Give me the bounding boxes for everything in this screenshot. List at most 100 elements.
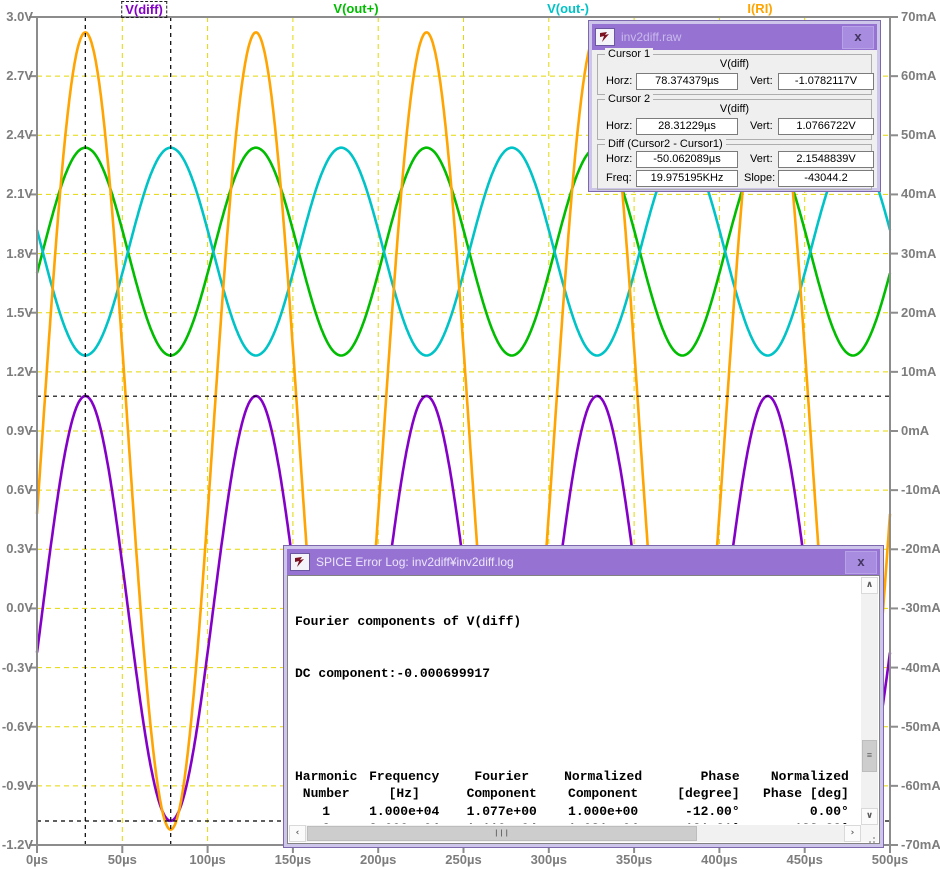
x-axis-tick-label: 50µs xyxy=(86,852,158,867)
cursor-window-body: Cursor 1 V(diff) Horz: 78.374379µs Vert:… xyxy=(592,50,877,188)
y-right-tick-label: 40mA xyxy=(901,186,940,201)
cursor2-vert-label: Vert: xyxy=(750,118,773,135)
cursor-window: inv2diff.raw x Cursor 1 V(diff) Horz: 78… xyxy=(588,20,881,192)
scroll-right-arrow-icon[interactable]: › xyxy=(844,825,861,842)
scroll-left-arrow-icon[interactable]: ‹ xyxy=(289,825,306,842)
fourier-cell: 2 xyxy=(295,820,357,824)
log-window-titlebar[interactable]: SPICE Error Log: inv2diff¥inv2diff.log x xyxy=(287,549,880,575)
fourier-cell: Number xyxy=(295,785,357,802)
diff-horz-label: Horz: xyxy=(606,151,632,168)
fourier-header-row: HarmonicFrequencyFourierNormalizedPhaseN… xyxy=(295,768,860,785)
y-right-tick-label: 0mA xyxy=(901,423,940,438)
diff-horz-value[interactable]: -50.062089µs xyxy=(636,151,738,168)
y-right-tick-label: 70mA xyxy=(901,9,940,24)
fourier-cell: 121.31° xyxy=(654,820,748,824)
y-right-tick-label: -10mA xyxy=(901,482,940,497)
cursor2-horz-label: Horz: xyxy=(606,118,632,135)
fourier-cell: Normalized xyxy=(747,768,856,785)
resize-grip[interactable] xyxy=(861,825,878,842)
y-right-tick-label: 50mA xyxy=(901,127,940,142)
cursor1-horz-value[interactable]: 78.374379µs xyxy=(636,73,738,90)
fourier-cell: -12.00° xyxy=(654,803,748,820)
fourier-cell: 1.000e+04 xyxy=(357,803,451,820)
trace-legend-vout+[interactable]: V(out+) xyxy=(330,1,381,16)
x-axis-tick-label: 350µs xyxy=(598,852,670,867)
fourier-data-row: 22.000e+041.110e-041.031e-04121.31°133.3… xyxy=(295,820,860,824)
x-axis-tick-label: 500µs xyxy=(854,852,926,867)
fourier-cell: [Hz] xyxy=(357,785,451,802)
fourier-cell: 2.000e+04 xyxy=(357,820,451,824)
diff-slope-value[interactable]: -43044.2 xyxy=(778,170,874,187)
fourier-cell: Normalized xyxy=(552,768,653,785)
y-left-tick-label: 3.0V xyxy=(0,9,33,24)
y-left-tick-label: 0.0V xyxy=(0,600,33,615)
fourier-cell: 1.110e-04 xyxy=(451,820,552,824)
vertical-scroll-thumb[interactable]: ≡ xyxy=(862,740,877,772)
trace-legend-vdiff[interactable]: V(diff) xyxy=(121,1,167,18)
cursor-window-title: inv2diff.raw xyxy=(621,30,681,44)
ltspice-icon xyxy=(595,28,615,46)
y-left-tick-label: -0.3V xyxy=(0,660,33,675)
y-left-tick-label: 0.9V xyxy=(0,423,33,438)
spice-error-log-window: SPICE Error Log: inv2diff¥inv2diff.log x… xyxy=(283,545,884,848)
y-left-tick-label: 2.4V xyxy=(0,127,33,142)
y-left-tick-label: -0.9V xyxy=(0,778,33,793)
log-window-body: Fourier components of V(diff) DC compone… xyxy=(287,575,880,844)
fourier-cell: Fourier xyxy=(451,768,552,785)
y-left-tick-label: 2.7V xyxy=(0,68,33,83)
y-left-tick-label: 1.2V xyxy=(0,364,33,379)
diff-freq-value[interactable]: 19.975195KHz xyxy=(636,170,738,187)
y-left-tick-label: 0.6V xyxy=(0,482,33,497)
cursor1-vert-value[interactable]: -1.0782117V xyxy=(778,73,874,90)
fourier-header-row: Number[Hz]ComponentComponent[degree]Phas… xyxy=(295,785,860,802)
y-left-tick-label: 1.8V xyxy=(0,246,33,261)
y-right-tick-label: 30mA xyxy=(901,246,940,261)
scroll-down-arrow-icon[interactable]: ∨ xyxy=(861,808,878,825)
x-axis-tick-label: 450µs xyxy=(769,852,841,867)
fourier-cell: Phase [deg] xyxy=(747,785,856,802)
diff-group-label: Diff (Cursor2 - Cursor1) xyxy=(605,138,726,150)
fourier-data-row: 11.000e+041.077e+001.000e+00-12.00°0.00° xyxy=(295,803,860,820)
y-right-tick-label: -30mA xyxy=(901,600,940,615)
cursor-window-close-button[interactable]: x xyxy=(842,26,874,49)
cursor2-group: Cursor 2 V(diff) Horz: 28.31229µs Vert: … xyxy=(597,99,872,140)
cursor1-group: Cursor 1 V(diff) Horz: 78.374379µs Vert:… xyxy=(597,54,872,95)
y-right-tick-label: -40mA xyxy=(901,660,940,675)
horizontal-scroll-thumb[interactable]: ||| xyxy=(307,826,697,841)
log-window-close-button[interactable]: x xyxy=(845,551,877,574)
x-axis-tick-label: 100µs xyxy=(172,852,244,867)
y-right-tick-label: -70mA xyxy=(901,837,940,852)
fourier-cell: 0.00° xyxy=(747,803,856,820)
fourier-cell: Harmonic xyxy=(295,768,357,785)
x-axis-tick-label: 0µs xyxy=(1,852,73,867)
diff-slope-label: Slope: xyxy=(744,170,775,187)
y-right-tick-label: 20mA xyxy=(901,305,940,320)
log-vertical-scrollbar[interactable]: ∧ ≡ ∨ xyxy=(861,577,878,825)
ltspice-screen: 3.0V2.7V2.4V2.1V1.8V1.5V1.2V0.9V0.6V0.3V… xyxy=(0,0,940,870)
scroll-up-arrow-icon[interactable]: ∧ xyxy=(861,577,878,594)
fourier-cell: Frequency xyxy=(357,768,451,785)
cursor2-vert-value[interactable]: 1.0766722V xyxy=(778,118,874,135)
cursor2-horz-value[interactable]: 28.31229µs xyxy=(636,118,738,135)
trace-legend-iri[interactable]: I(RI) xyxy=(744,1,775,16)
diff-vert-value[interactable]: 2.1548839V xyxy=(778,151,874,168)
cursor-window-titlebar[interactable]: inv2diff.raw x xyxy=(592,24,877,50)
log-line-fourier-title: Fourier components of V(diff) xyxy=(295,613,860,630)
diff-freq-label: Freq: xyxy=(606,170,632,187)
fourier-cell: 1.031e-04 xyxy=(552,820,653,824)
y-right-tick-label: -50mA xyxy=(901,719,940,734)
x-axis-tick-label: 250µs xyxy=(428,852,500,867)
fourier-cell: Component xyxy=(451,785,552,802)
fourier-cell: 1.000e+00 xyxy=(552,803,653,820)
x-axis-tick-label: 300µs xyxy=(513,852,585,867)
log-line-dc-component: DC component:-0.000699917 xyxy=(295,665,860,682)
trace-legend-vout-[interactable]: V(out-) xyxy=(544,1,592,16)
y-right-tick-label: -60mA xyxy=(901,778,940,793)
y-left-tick-label: 1.5V xyxy=(0,305,33,320)
x-axis-tick-label: 400µs xyxy=(683,852,755,867)
cursor1-horz-label: Horz: xyxy=(606,73,632,90)
y-right-tick-label: 60mA xyxy=(901,68,940,83)
ltspice-icon xyxy=(290,553,310,571)
y-left-tick-label: -0.6V xyxy=(0,719,33,734)
log-horizontal-scrollbar[interactable]: ‹ ||| › xyxy=(289,825,861,842)
